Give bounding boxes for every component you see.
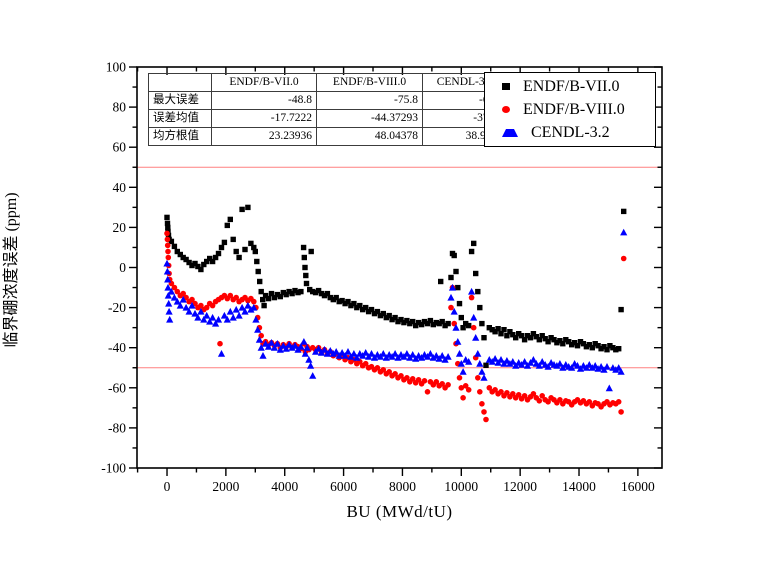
stats-table-header: ENDF/B-VII.0	[211, 73, 317, 92]
stats-row-label: 误差均值	[148, 109, 212, 128]
svg-text:100: 100	[106, 60, 127, 75]
stats-value: -17.7222	[211, 109, 317, 128]
stats-value: -75.8	[316, 91, 423, 110]
legend-label: ENDF/B-VII.0	[523, 77, 620, 95]
svg-text:-60: -60	[108, 380, 126, 395]
stats-table-header: ENDF/B-VIII.0	[316, 73, 423, 92]
stats-table-row: 最大误差-48.8-75.8-60.2	[148, 91, 508, 110]
stats-value: -48.8	[211, 91, 317, 110]
stats-table-row: 误差均值-17.7222-44.37293-37.35	[148, 109, 508, 128]
x-tick-labels: 0 2000 4000 6000 8000 10000 12000 14000 16000	[164, 479, 655, 494]
series-endf-b-vii-0	[164, 204, 627, 368]
svg-text:60: 60	[113, 140, 127, 155]
circle-marker-icon	[502, 106, 510, 113]
stats-table: ENDF/B-VII.0 ENDF/B-VIII.0 CENDL-3.2 最大误差 -4…	[148, 73, 508, 146]
svg-text:-20: -20	[108, 300, 126, 315]
svg-text:0: 0	[164, 479, 171, 494]
svg-text:40: 40	[113, 180, 127, 195]
svg-text:10000: 10000	[444, 479, 478, 494]
svg-text:4000: 4000	[271, 479, 298, 494]
svg-text:12000: 12000	[503, 479, 537, 494]
legend-label: CENDL-3.2	[531, 123, 610, 141]
svg-text:6000: 6000	[330, 479, 357, 494]
svg-text:0: 0	[119, 260, 126, 275]
stats-table-header	[148, 73, 212, 92]
svg-text:-80: -80	[108, 420, 126, 435]
stats-row-label: 最大误差	[148, 91, 212, 110]
stats-value: 48.04378	[316, 127, 423, 146]
svg-text:14000: 14000	[562, 479, 596, 494]
legend-label: ENDF/B-VIII.0	[523, 100, 625, 118]
svg-text:-40: -40	[108, 340, 126, 355]
plot-border	[136, 66, 663, 469]
svg-text:8000: 8000	[389, 479, 416, 494]
legend: ENDF/B-VII.0 ENDF/B-VIII.0 CENDL-3.2	[484, 72, 656, 147]
legend-item: CENDL-3.2	[485, 124, 655, 142]
stats-row-label: 均方根值	[148, 127, 212, 146]
stats-value: 23.23936	[211, 127, 317, 146]
svg-text:20: 20	[113, 220, 127, 235]
square-marker-icon	[502, 83, 510, 90]
series-endf-b-viii-0	[164, 230, 627, 423]
svg-text:80: 80	[113, 100, 127, 115]
svg-text:16000: 16000	[621, 479, 655, 494]
series-cendl-3-2	[163, 228, 628, 392]
svg-text:-100: -100	[101, 461, 126, 476]
y-axis-title: 临界硼浓度误差 (ppm)	[3, 192, 20, 348]
stats-table-header-row: ENDF/B-VII.0 ENDF/B-VIII.0 CENDL-3.2	[148, 73, 508, 92]
x-axis-title: BU (MWd/tU)	[346, 502, 453, 521]
triangle-marker-icon	[502, 128, 518, 137]
svg-text:2000: 2000	[212, 479, 239, 494]
legend-item: ENDF/B-VII.0	[485, 78, 655, 96]
stats-value: -44.37293	[316, 109, 423, 128]
legend-item: ENDF/B-VIII.0	[485, 101, 655, 119]
y-tick-labels: 100 80 60 40 20 0 -20 -40 -60 -80 -100	[101, 60, 126, 476]
